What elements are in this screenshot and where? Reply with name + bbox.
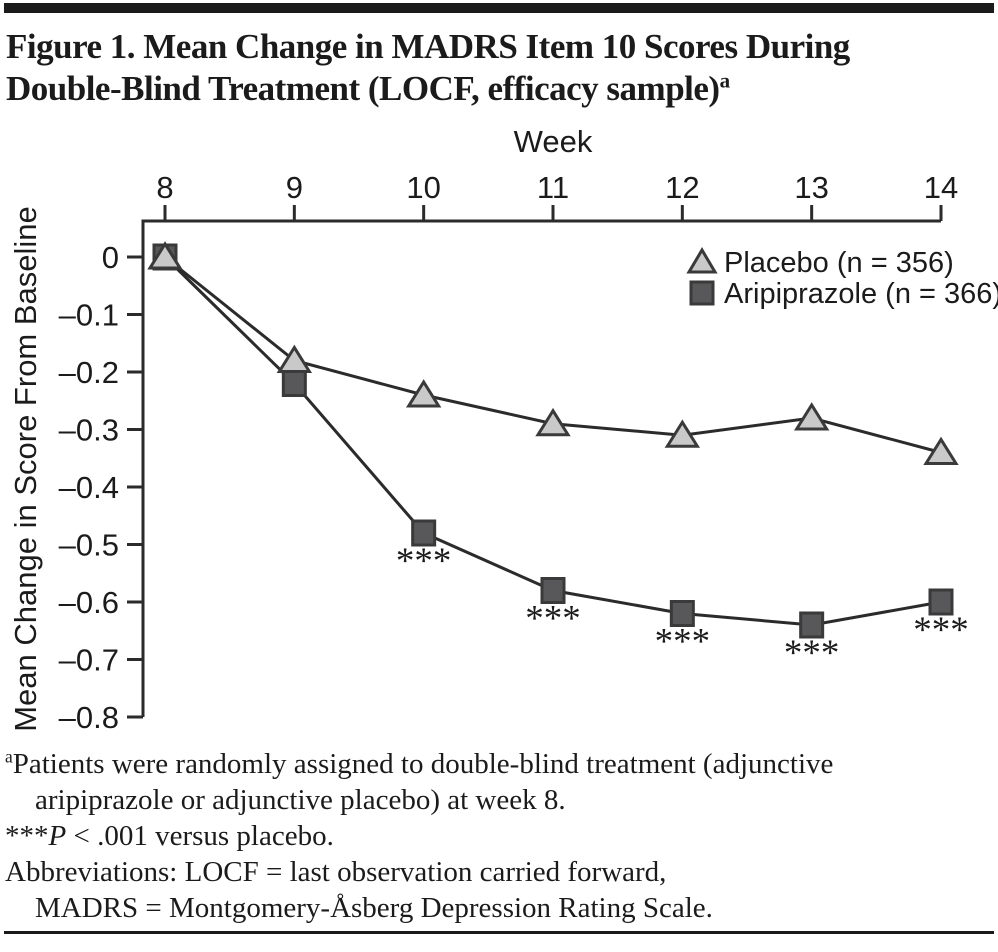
placebo-marker <box>535 407 571 437</box>
bottom-rule <box>4 931 994 934</box>
x-tick-label: 14 <box>924 170 958 205</box>
footnote-line: aripiprazole or adjunctive placebo) at w… <box>5 782 994 818</box>
footnotes: aPatients were randomly assigned to doub… <box>5 746 994 926</box>
significance-stars: *** <box>784 633 840 674</box>
aripiprazole-marker <box>799 611 825 639</box>
placebo-marker <box>276 344 313 373</box>
x-tick-label: 11 <box>537 170 569 205</box>
y-tick-label: –0.3 <box>59 413 119 448</box>
legend-placebo-label: Placebo (n = 356) <box>724 247 954 279</box>
madrs-line-chart: 8 9 10 11 12 13 14 Week 0 –0.1 –0.2 –0.3 –0.4 –0.5 –0.… <box>8 124 998 735</box>
significance-stars: *** <box>913 610 969 651</box>
footnote-line: aPatients were randomly assigned to doub… <box>5 746 994 782</box>
aripiprazole-marker <box>281 370 307 397</box>
y-axis-title: Mean Change in Score From Baseline <box>8 206 43 732</box>
footnote-segment: P <box>48 820 67 852</box>
y-tick-label: –0.1 <box>59 298 119 333</box>
x-tick-label: 13 <box>794 170 828 205</box>
x-axis-title: Week <box>514 124 593 159</box>
aripiprazole-marker <box>540 577 566 604</box>
aripiprazole-marker <box>928 588 954 616</box>
y-tick-label: –0.4 <box>59 470 119 505</box>
footnote-segment: *** <box>5 820 49 852</box>
x-tick-label: 9 <box>286 170 303 205</box>
footnote-segment: a <box>5 746 13 767</box>
placebo-marker <box>147 241 183 270</box>
x-tick-label: 10 <box>406 170 440 205</box>
placebo-marker <box>793 402 830 431</box>
footnote-segment: < .001 versus placebo. <box>66 820 334 852</box>
y-tick-label: –0.6 <box>59 585 119 620</box>
placebo-marker <box>923 436 959 465</box>
footnote-segment: Patients were randomly assigned to doubl… <box>12 748 834 780</box>
significance-stars: *** <box>525 599 581 640</box>
y-tick-label: –0.2 <box>59 355 119 390</box>
y-tick-label: –0.8 <box>59 700 119 735</box>
y-tick-label: –0.7 <box>59 643 119 678</box>
placebo-marker <box>664 419 701 448</box>
footnote-segment: aripiprazole or adjunctive placebo) at w… <box>35 784 566 816</box>
footnote-segment: Abbreviations: LOCF = last observation c… <box>5 856 667 888</box>
figure-title-superscript: a <box>719 68 731 93</box>
footnote-segment: MADRS = Montgomery-Åsberg Depression Rat… <box>35 892 713 924</box>
axes <box>141 219 941 717</box>
y-tick-label: 0 <box>102 240 119 275</box>
figure-page: { "title": { "text": "Figure 1. Mean Cha… <box>0 3 998 952</box>
aripiprazole-marker <box>669 600 695 627</box>
figure-title: Figure 1. Mean Change in MADRS Item 10 S… <box>6 26 990 110</box>
aripiprazole-marker <box>411 519 437 547</box>
legend-placebo-marker-icon <box>686 247 718 274</box>
chart-area: 8 9 10 11 12 13 14 Week 0 –0.1 –0.2 –0.3 –0.4 –0.5 –0.… <box>0 114 998 744</box>
x-tick-label: 12 <box>665 170 699 205</box>
significance-stars: *** <box>396 541 452 582</box>
significance-stars: *** <box>655 622 711 663</box>
footnote-line: MADRS = Montgomery-Åsberg Depression Rat… <box>5 890 994 926</box>
legend-aripiprazole-label: Aripiprazole (n = 366) <box>724 278 998 310</box>
figure-title-text: Figure 1. Mean Change in MADRS Item 10 S… <box>6 27 850 108</box>
legend-aripiprazole-marker-icon <box>689 280 715 306</box>
top-rule <box>4 3 994 13</box>
placebo-marker <box>405 379 442 408</box>
aripiprazole-line <box>163 255 942 627</box>
y-tick-label: –0.5 <box>59 528 119 563</box>
footnote-line: ***P < .001 versus placebo. <box>5 818 994 854</box>
footnote-line: Abbreviations: LOCF = last observation c… <box>5 854 994 890</box>
x-tick-label: 8 <box>156 170 173 205</box>
